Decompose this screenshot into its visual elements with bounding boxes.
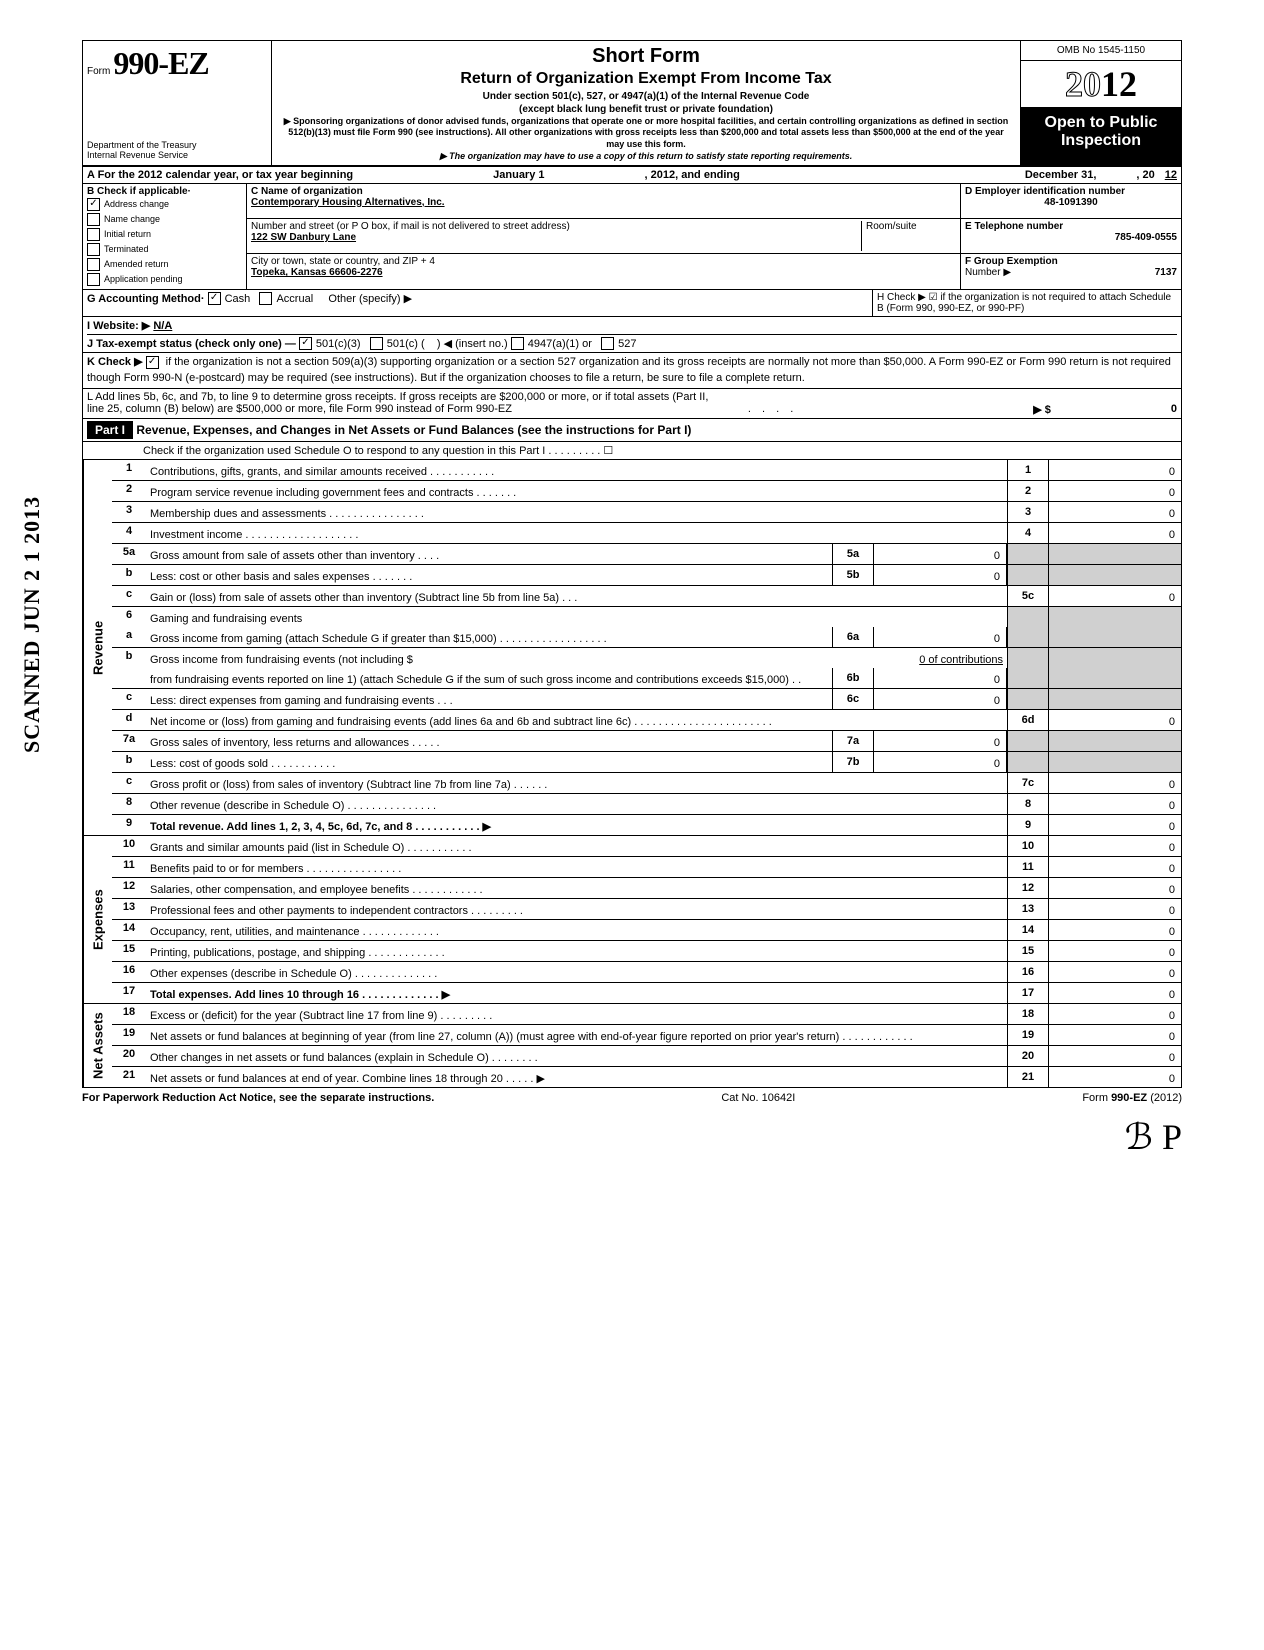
- form-ref: Form 990-EZ (2012): [1082, 1092, 1182, 1104]
- form-number-box: Form 990-EZ Department of the Treasury I…: [83, 41, 272, 165]
- scanned-stamp: SCANNED JUN 2 1 2013: [19, 496, 45, 753]
- row-a: A For the 2012 calendar year, or tax yea…: [82, 167, 1182, 184]
- col-b: B Check if applicable· Address change Na…: [83, 184, 247, 289]
- chk-pending[interactable]: [87, 273, 100, 286]
- form-prefix: Form: [87, 66, 110, 77]
- chk-initial[interactable]: [87, 228, 100, 241]
- sidebar-netassets: Net Assets: [83, 1004, 112, 1087]
- title-sub2: (except black lung benefit trust or priv…: [280, 103, 1012, 116]
- title-sub4: ▶ The organization may have to use a cop…: [280, 151, 1012, 163]
- phone: 785-409-0555: [965, 232, 1177, 243]
- paperwork-notice: For Paperwork Reduction Act Notice, see …: [82, 1092, 434, 1104]
- row-i-j: I Website: ▶ N/A J Tax-exempt status (ch…: [82, 317, 1182, 354]
- org-name: Contemporary Housing Alternatives, Inc.: [251, 197, 956, 208]
- cat-number: Cat No. 10642I: [721, 1092, 795, 1104]
- revenue-block: Revenue 1Contributions, gifts, grants, a…: [82, 460, 1182, 836]
- schedule-o-check: Check if the organization used Schedule …: [82, 442, 1182, 460]
- website: N/A: [153, 320, 172, 332]
- chk-accrual[interactable]: [259, 292, 272, 305]
- title-short: Short Form: [280, 43, 1012, 69]
- row-g-h: G Accounting Method· Cash Accrual Other …: [82, 290, 1182, 317]
- f-label: F Group Exemption: [965, 256, 1177, 267]
- chk-501c[interactable]: [370, 337, 383, 350]
- h-text: H Check ▶ ☑ if the organization is not r…: [873, 290, 1181, 316]
- omb-number: OMB No 1545-1150: [1021, 41, 1181, 61]
- col-right: D Employer identification number 48-1091…: [961, 184, 1181, 289]
- d-label: D Employer identification number: [965, 186, 1177, 197]
- street: 122 SW Danbury Lane: [251, 232, 857, 243]
- line-l-value: 0: [1171, 403, 1177, 416]
- f-num-label: Number ▶: [965, 267, 1011, 278]
- tax-year: 2012: [1021, 61, 1181, 108]
- footer: For Paperwork Reduction Act Notice, see …: [82, 1088, 1182, 1108]
- row-k: K Check ▶ if the organization is not a s…: [82, 353, 1182, 389]
- chk-address[interactable]: [87, 198, 100, 211]
- chk-cash[interactable]: [208, 292, 221, 305]
- chk-terminated[interactable]: [87, 243, 100, 256]
- right-box: OMB No 1545-1150 2012 Open to Public Ins…: [1020, 41, 1181, 165]
- row-l: L Add lines 5b, 6c, and 7b, to line 9 to…: [82, 389, 1182, 419]
- signature: ℬ P: [82, 1116, 1182, 1158]
- city: Topeka, Kansas 66606-2276: [251, 267, 956, 278]
- sidebar-revenue: Revenue: [83, 460, 112, 835]
- title-main: Return of Organization Exempt From Incom…: [280, 69, 1012, 90]
- e-label: E Telephone number: [965, 221, 1177, 232]
- c-label: C Name of organization: [251, 186, 956, 197]
- chk-name[interactable]: [87, 213, 100, 226]
- dept-treasury: Department of the Treasury Internal Reve…: [87, 141, 267, 161]
- chk-k[interactable]: [146, 356, 159, 369]
- title-box: Short Form Return of Organization Exempt…: [272, 41, 1020, 165]
- addr-label: Number and street (or P O box, if mail i…: [251, 221, 857, 232]
- sidebar-expenses: Expenses: [83, 836, 112, 1003]
- open-public: Open to Public Inspection: [1021, 108, 1181, 165]
- col-mid: C Name of organization Contemporary Hous…: [247, 184, 961, 289]
- form-number: 990-EZ: [113, 45, 208, 81]
- title-sub3: ▶ Sponsoring organizations of donor advi…: [280, 116, 1012, 151]
- chk-amended[interactable]: [87, 258, 100, 271]
- form-header: Form 990-EZ Department of the Treasury I…: [82, 40, 1182, 167]
- chk-4947[interactable]: [511, 337, 524, 350]
- expenses-block: Expenses 10Grants and similar amounts pa…: [82, 836, 1182, 1004]
- netassets-block: Net Assets 18Excess or (deficit) for the…: [82, 1004, 1182, 1088]
- section-b-block: B Check if applicable· Address change Na…: [82, 184, 1182, 290]
- part1-header: Part I Revenue, Expenses, and Changes in…: [82, 419, 1182, 442]
- ein: 48-1091390: [965, 197, 1177, 208]
- room-label: Room/suite: [862, 221, 956, 251]
- title-sub1: Under section 501(c), 527, or 4947(a)(1)…: [280, 90, 1012, 103]
- chk-501c3[interactable]: [299, 337, 312, 350]
- city-label: City or town, state or country, and ZIP …: [251, 256, 956, 267]
- chk-527[interactable]: [601, 337, 614, 350]
- group-exemption: 7137: [1155, 267, 1177, 278]
